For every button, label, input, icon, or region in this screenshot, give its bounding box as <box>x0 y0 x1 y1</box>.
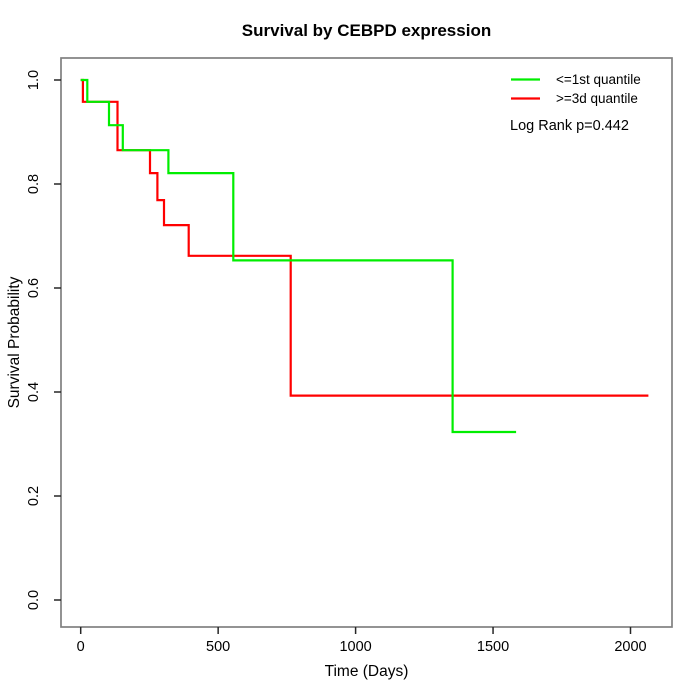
y-tick-label: 0.6 <box>26 278 42 298</box>
y-axis-label: Survival Probability <box>6 276 23 408</box>
y-tick-label: 0.0 <box>26 590 42 610</box>
y-tick-label: 0.2 <box>26 486 42 506</box>
x-axis-label: Time (Days) <box>325 663 409 680</box>
y-tick-label: 0.8 <box>26 174 42 194</box>
legend-label: <=1st quantile <box>556 72 641 87</box>
chart-title: Survival by CEBPD expression <box>242 21 491 40</box>
x-tick-label: 1000 <box>339 639 371 655</box>
log-rank-annotation: Log Rank p=0.442 <box>510 118 629 134</box>
x-tick-label: 1500 <box>477 639 509 655</box>
y-tick-label: 1.0 <box>26 70 42 90</box>
x-tick-label: 0 <box>77 639 85 655</box>
plot-box <box>60 57 673 628</box>
y-tick-label: 0.4 <box>26 382 42 402</box>
x-tick-label: 500 <box>206 639 230 655</box>
x-tick-label: 2000 <box>614 639 646 655</box>
survival-curve-low-expression <box>80 78 517 434</box>
legend-label: >=3d quantile <box>556 91 638 106</box>
